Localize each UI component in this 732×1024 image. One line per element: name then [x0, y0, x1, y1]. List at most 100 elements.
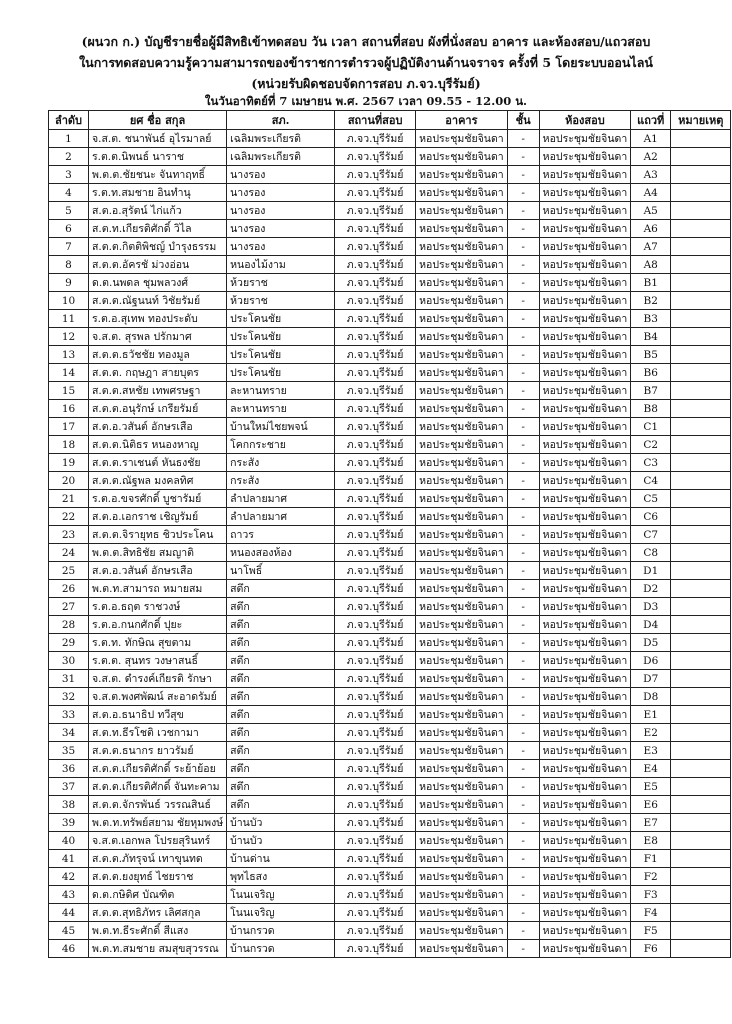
col-floor-cell: -	[506, 561, 540, 580]
table-row: 21 ร.ต.อ.ขจรศักดิ์ บูชารัมย์ ลำปลายมาศ ภ.จว…	[48, 489, 732, 508]
col-floor-cell: -	[506, 867, 540, 886]
col-remark-cell	[670, 669, 732, 688]
doc-date-line: ในวันอาทิตย์ที่ 7 เมษายน พ.ศ. 2567 เวลา …	[204, 94, 528, 108]
col-room-cell: หอประชุมชัยจินดา	[538, 723, 632, 742]
col-exam-venue-cell: ภ.จว.บุรีรัมย์	[334, 507, 417, 526]
col-exam-venue-cell: ภ.จว.บุรีรัมย์	[334, 741, 417, 760]
col-no-cell: 7	[48, 237, 89, 256]
col-exam-venue-cell: ภ.จว.บุรีรัมย์	[334, 147, 417, 166]
col-exam-venue-cell: ภ.จว.บุรีรัมย์	[334, 471, 417, 490]
col-exam-venue-cell: ภ.จว.บุรีรัมย์	[334, 723, 417, 742]
col-no-cell: 37	[48, 777, 89, 796]
col-row-cell: E1	[630, 705, 672, 724]
col-name-cell: จ.ส.ต.เอกพล โปรยสุรินทร์	[87, 831, 228, 850]
col-building-cell: หอประชุมชัยจินดา	[415, 165, 508, 184]
col-no-cell: 27	[48, 597, 89, 616]
table-row: 27 ร.ต.อ.ธฤต ราชวงษ์ สตึก ภ.จว.บุรีรัมย์ หอป…	[48, 597, 732, 616]
col-station-cell: หนองสองห้อง	[226, 543, 336, 562]
col-no-cell: 24	[48, 543, 89, 562]
col-no-cell: 5	[48, 201, 89, 220]
col-remark-cell	[670, 489, 732, 508]
col-remark-cell	[670, 237, 732, 256]
col-room-cell: หอประชุมชัยจินดา	[538, 903, 632, 922]
col-name-cell: ส.ต.ต.ราเชนต์ หันธงชัย	[87, 453, 228, 472]
col-remark-cell	[670, 615, 732, 634]
col-exam-venue-cell: ภ.จว.บุรีรัมย์	[334, 255, 417, 274]
col-exam-venue-cell: ภ.จว.บุรีรัมย์	[334, 435, 417, 454]
table-row: 4 ร.ต.ท.สมชาย อินทำนุ นางรอง ภ.จว.บุรีรัมย์…	[48, 183, 732, 202]
table-row: 9 ด.ต.นพดล ชุมพลวงศ์ ห้วยราช ภ.จว.บุรีรัมย์…	[48, 273, 732, 292]
col-no-cell: 19	[48, 453, 89, 472]
col-remark-cell	[670, 597, 732, 616]
col-name-cell: ส.ต.ท.เกียรติศักดิ์ วิไล	[87, 219, 228, 238]
col-exam-venue-cell: ภ.จว.บุรีรัมย์	[334, 417, 417, 436]
col-floor-cell: -	[506, 363, 540, 382]
col-exam-venue-cell: ภ.จว.บุรีรัมย์	[334, 849, 417, 868]
col-exam-venue-cell: ภ.จว.บุรีรัมย์	[334, 921, 417, 940]
col-floor-cell: -	[506, 201, 540, 220]
col-row-cell: B2	[630, 291, 672, 310]
col-row-cell: C7	[630, 525, 672, 544]
col-floor-cell: -	[506, 903, 540, 922]
col-remark-cell	[670, 309, 732, 328]
col-floor-cell: -	[506, 237, 540, 256]
col-remark-cell	[670, 867, 732, 886]
col-building-cell: หอประชุมชัยจินดา	[415, 741, 508, 760]
col-name-cell: ส.ต.อ.วสันต์ อักษรเสือ	[87, 417, 228, 436]
table-row: 17 ส.ต.อ.วสันต์ อักษรเสือ บ้านใหม่ไชยพจน์ภ…	[48, 417, 732, 436]
table-row: 24 พ.ต.ต.สิทธิชัย สมญาติ หนองสองห้อง ภ.จว.บ…	[48, 543, 732, 562]
col-name-cell: จ.ส.ต. ดำรงค์เกียรติ รักษา	[87, 669, 228, 688]
col-exam-venue-cell: ภ.จว.บุรีรัมย์	[334, 831, 417, 850]
col-remark-cell	[670, 525, 732, 544]
col-building-cell: หอประชุมชัยจินดา	[415, 903, 508, 922]
col-station-cell: สตึก	[226, 687, 336, 706]
col-no-cell: 1	[48, 129, 89, 148]
header-col-name: ยศ ชื่อ สกุล	[87, 110, 228, 130]
col-no-cell: 3	[48, 165, 89, 184]
col-building-cell: หอประชุมชัยจินดา	[415, 867, 508, 886]
header-col-exam-venue: สถานที่สอบ	[334, 110, 417, 130]
col-remark-cell	[670, 921, 732, 940]
col-remark-cell	[670, 363, 732, 382]
col-building-cell: หอประชุมชัยจินดา	[415, 129, 508, 148]
col-floor-cell: -	[506, 417, 540, 436]
doc-title-line1: (ผนวก ก.) บัญชีรายชื่อผู้มีสิทธิเข้าทดสอ…	[81, 34, 651, 49]
col-no-cell: 26	[48, 579, 89, 598]
col-exam-venue-cell: ภ.จว.บุรีรัมย์	[334, 795, 417, 814]
table-row: 23 ส.ต.ต.จิรายุทธ ชิวประโคน ถาวร ภ.จว.บุรีร…	[48, 525, 732, 544]
col-no-cell: 18	[48, 435, 89, 454]
col-no-cell: 40	[48, 831, 89, 850]
col-no-cell: 35	[48, 741, 89, 760]
table-body: 1 จ.ส.ต. ชนาพันธ์ อุไรมาลย์ เฉลิมพระเกียรต…	[48, 129, 732, 958]
col-station-cell: สตึก	[226, 723, 336, 742]
col-room-cell: หอประชุมชัยจินดา	[538, 651, 632, 670]
col-station-cell: เฉลิมพระเกียรติ	[226, 147, 336, 166]
col-name-cell: ร.ต.ต. สุนทร วงษาสนธิ์	[87, 651, 228, 670]
col-station-cell: สตึก	[226, 651, 336, 670]
col-no-cell: 29	[48, 633, 89, 652]
header-col-room: ห้องสอบ	[538, 110, 632, 130]
col-row-cell: C4	[630, 471, 672, 490]
col-name-cell: พ.ต.ท.ทรัพย์สยาม ชัยหุมพงษ์	[87, 813, 228, 832]
col-room-cell: หอประชุมชัยจินดา	[538, 273, 632, 292]
col-floor-cell: -	[506, 165, 540, 184]
col-row-cell: B5	[630, 345, 672, 364]
col-station-cell: ห้วยราช	[226, 291, 336, 310]
col-name-cell: พ.ต.ท.สมชาย สมสุขสุวรรณ	[87, 939, 228, 958]
col-row-cell: F5	[630, 921, 672, 940]
col-floor-cell: -	[506, 795, 540, 814]
col-room-cell: หอประชุมชัยจินดา	[538, 777, 632, 796]
table-row: 22 ส.ต.อ.เอกราช เชิญรัมย์ ลำปลายมาศ ภ.จว.บุ…	[48, 507, 732, 526]
col-name-cell: ส.ต.ต.เกียรติศักดิ์ ระย้าย้อย	[87, 759, 228, 778]
col-row-cell: E3	[630, 741, 672, 760]
header-col-station: สภ.	[226, 110, 336, 130]
col-row-cell: C8	[630, 543, 672, 562]
col-station-cell: สตึก	[226, 777, 336, 796]
col-exam-venue-cell: ภ.จว.บุรีรัมย์	[334, 525, 417, 544]
col-building-cell: หอประชุมชัยจินดา	[415, 561, 508, 580]
col-building-cell: หอประชุมชัยจินดา	[415, 309, 508, 328]
col-building-cell: หอประชุมชัยจินดา	[415, 543, 508, 562]
col-station-cell: บ้านกรวด	[226, 921, 336, 940]
table-row: 16 ส.ต.ต.อนุรักษ์ เกรียรัมย์ ละหานทราย ภ.จว…	[48, 399, 732, 418]
col-name-cell: จ.ส.ต. สุรพล ปรักมาศ	[87, 327, 228, 346]
